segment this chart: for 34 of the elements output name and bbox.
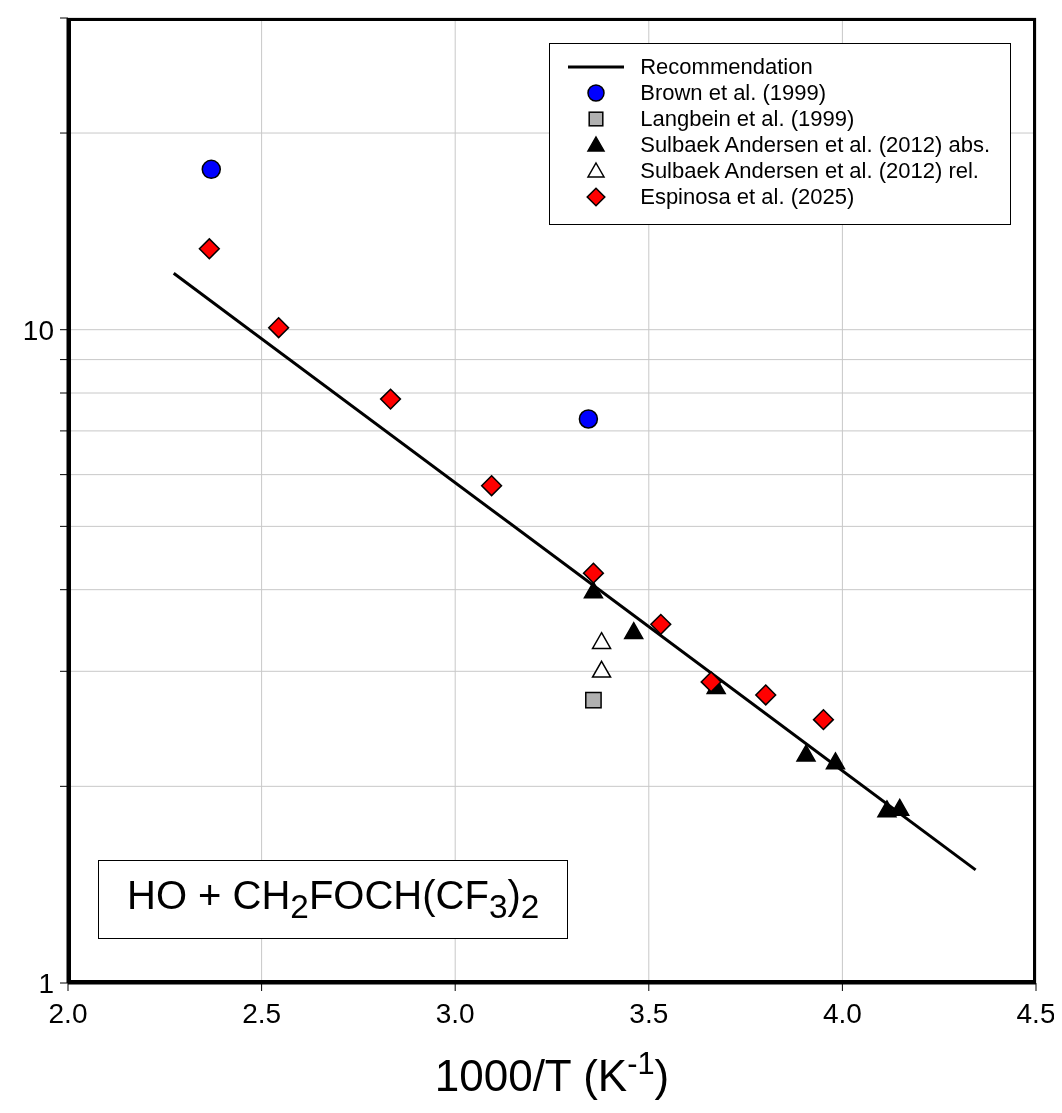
point	[201, 159, 222, 180]
x-tick-label: 4.5	[1016, 997, 1056, 1029]
x-tick-label: 3.0	[435, 997, 475, 1029]
point	[591, 631, 612, 650]
point	[583, 581, 604, 599]
point	[582, 562, 605, 584]
legend-label: Langbein et al. (1999)	[640, 106, 855, 132]
y-tick-label: 1	[38, 967, 54, 999]
point	[812, 708, 835, 731]
x-tick-label: 4.0	[822, 997, 862, 1029]
legend-label: Espinosa et al. (2025)	[640, 184, 855, 210]
x-tick-label: 3.5	[629, 997, 669, 1029]
x-tick-label: 2.5	[242, 997, 282, 1029]
legend-label: Sulbaek Andersen et al. (2012) abs.	[640, 132, 990, 158]
point	[585, 691, 602, 709]
point	[480, 475, 503, 497]
point	[379, 388, 402, 410]
point	[700, 671, 722, 693]
point	[650, 613, 672, 635]
point	[267, 317, 290, 339]
x-tick-label: 2.0	[48, 997, 88, 1029]
legend-label: Brown et al. (1999)	[640, 80, 827, 106]
legend-label: Sulbaek Andersen et al. (2012) rel.	[640, 158, 979, 184]
point	[796, 744, 816, 762]
x-axis-title: 1000/T (K$^{-1}$)	[434, 1045, 670, 1100]
legend-label: Recommendation	[640, 54, 813, 80]
point	[825, 752, 846, 770]
point	[623, 621, 644, 640]
annotation: HO + CH$_{2}$FOCH(CF$_{3}$)$_{2}$	[98, 860, 569, 939]
point	[591, 660, 612, 678]
y-tick-label: 10	[22, 314, 54, 346]
point	[578, 409, 599, 429]
point	[198, 238, 220, 260]
point	[755, 684, 777, 706]
